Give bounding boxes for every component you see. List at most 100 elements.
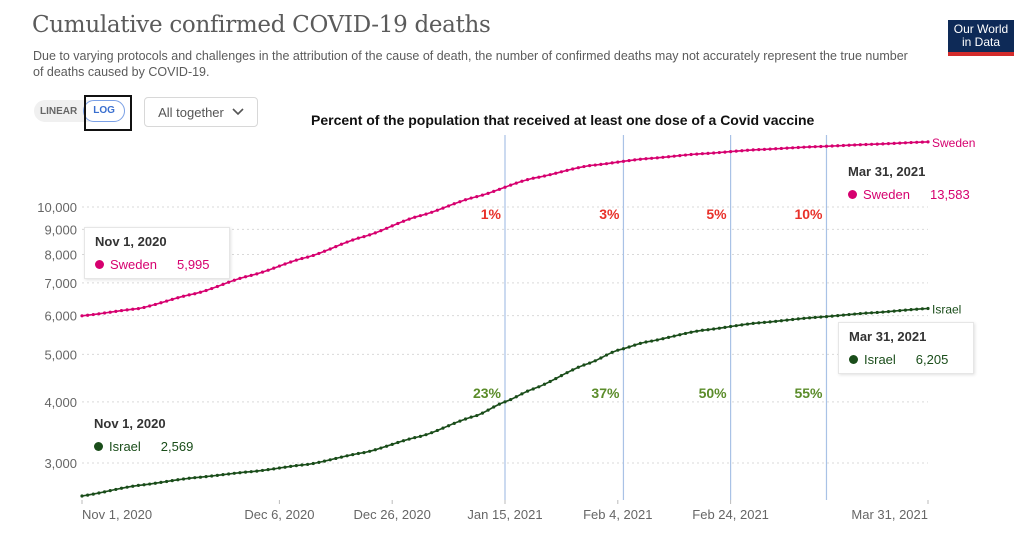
data-point-israel: [559, 374, 564, 378]
data-point-sweden: [537, 175, 541, 179]
data-point-israel: [712, 327, 716, 331]
data-point-israel: [384, 444, 389, 448]
israel-vaccination-label: 23%: [473, 385, 502, 401]
chevron-down-icon: [232, 108, 244, 116]
data-point-israel: [424, 433, 428, 437]
data-point-israel: [638, 341, 642, 345]
tooltip-value: 6,205: [915, 352, 949, 367]
logo-line1: Our World: [953, 22, 1009, 36]
log-highlight-box: [84, 95, 132, 131]
x-tick-label: Feb 4, 2021: [583, 507, 652, 522]
data-point-sweden: [870, 142, 874, 146]
data-point-israel: [452, 421, 456, 425]
data-point-sweden: [858, 143, 862, 147]
data-point-sweden: [475, 195, 479, 199]
data-point-israel: [621, 347, 626, 351]
data-point-israel: [80, 494, 84, 498]
data-point-sweden: [430, 210, 434, 214]
data-point-israel: [610, 350, 614, 354]
data-point-israel: [317, 460, 321, 464]
data-point-israel: [762, 320, 767, 324]
y-tick-label: 3,000: [44, 456, 77, 471]
data-point-sweden: [768, 147, 772, 151]
data-point-sweden: [142, 305, 146, 310]
data-point-israel: [909, 308, 913, 312]
scale-toggle[interactable]: LINEAR LOG: [34, 100, 125, 122]
sweden-dot-icon: [95, 260, 104, 269]
data-point-israel: [176, 478, 180, 482]
israel-dot-icon: [849, 355, 858, 364]
y-tick-label: 6,000: [44, 309, 77, 324]
data-point-sweden: [616, 160, 620, 164]
sweden-vaccination-label: 3%: [599, 206, 620, 222]
data-point-sweden: [249, 273, 253, 277]
data-point-sweden: [447, 204, 451, 208]
data-point-israel: [588, 361, 592, 365]
data-point-israel: [91, 492, 95, 496]
y-tick-label: 4,000: [44, 395, 77, 410]
data-point-israel: [666, 335, 671, 340]
data-point-sweden: [525, 177, 530, 182]
data-point-sweden: [86, 313, 90, 317]
data-point-sweden: [802, 145, 806, 149]
y-tick-label: 9,000: [44, 222, 77, 237]
data-point-israel: [345, 454, 349, 458]
data-point-israel: [627, 345, 631, 349]
data-point-israel: [102, 490, 107, 494]
data-point-sweden: [813, 145, 817, 149]
data-point-israel: [734, 324, 738, 328]
data-point-israel: [650, 339, 654, 343]
data-point-israel: [616, 348, 620, 352]
data-point-israel: [689, 330, 693, 334]
data-point-israel: [475, 413, 479, 418]
data-point-israel: [802, 316, 806, 320]
facet-dropdown[interactable]: All together: [144, 97, 258, 127]
data-point-sweden: [633, 158, 637, 162]
data-point-israel: [548, 379, 552, 384]
data-point-sweden: [119, 308, 124, 313]
data-point-sweden: [458, 200, 462, 204]
data-point-sweden: [136, 307, 140, 311]
data-point-israel: [926, 306, 930, 311]
vaccination-annotation-title: Percent of the population that received …: [311, 112, 815, 128]
data-point-sweden: [396, 221, 400, 226]
tooltip-israel-end: Mar 31, 2021 Israel 6,205: [838, 322, 974, 374]
data-point-sweden: [272, 266, 276, 270]
data-point-sweden: [283, 262, 287, 266]
data-point-sweden: [650, 156, 654, 160]
scale-log-button[interactable]: LOG: [83, 100, 125, 122]
data-point-sweden: [441, 206, 445, 210]
data-point-israel: [362, 451, 366, 455]
data-point-sweden: [903, 141, 908, 145]
data-point-israel: [745, 322, 750, 326]
data-point-israel: [525, 389, 530, 393]
data-point-israel: [165, 479, 169, 484]
data-point-sweden: [830, 144, 834, 148]
data-point-israel: [836, 314, 840, 318]
owid-logo[interactable]: Our World in Data: [948, 20, 1014, 56]
end-label-israel: Israel: [932, 302, 961, 316]
data-point-israel: [311, 461, 315, 466]
data-point-israel: [593, 359, 597, 363]
data-point-sweden: [751, 148, 755, 152]
data-point-sweden: [706, 151, 710, 155]
data-point-sweden: [582, 164, 586, 169]
data-point-israel: [148, 482, 152, 486]
data-point-israel: [841, 313, 846, 317]
data-point-sweden: [306, 255, 310, 259]
data-point-sweden: [328, 247, 332, 251]
data-point-israel: [830, 314, 834, 318]
data-point-sweden: [571, 167, 575, 171]
data-point-sweden: [255, 272, 259, 276]
data-point-israel: [520, 392, 524, 396]
data-point-israel: [542, 382, 547, 386]
data-point-israel: [672, 334, 676, 338]
scale-linear-button[interactable]: LINEAR: [40, 105, 78, 117]
data-point-israel: [193, 476, 197, 480]
data-point-sweden: [638, 157, 642, 161]
data-point-israel: [604, 353, 609, 357]
data-point-israel: [785, 318, 789, 322]
data-point-sweden: [334, 245, 338, 249]
data-point-israel: [644, 340, 648, 344]
data-point-israel: [864, 311, 868, 315]
